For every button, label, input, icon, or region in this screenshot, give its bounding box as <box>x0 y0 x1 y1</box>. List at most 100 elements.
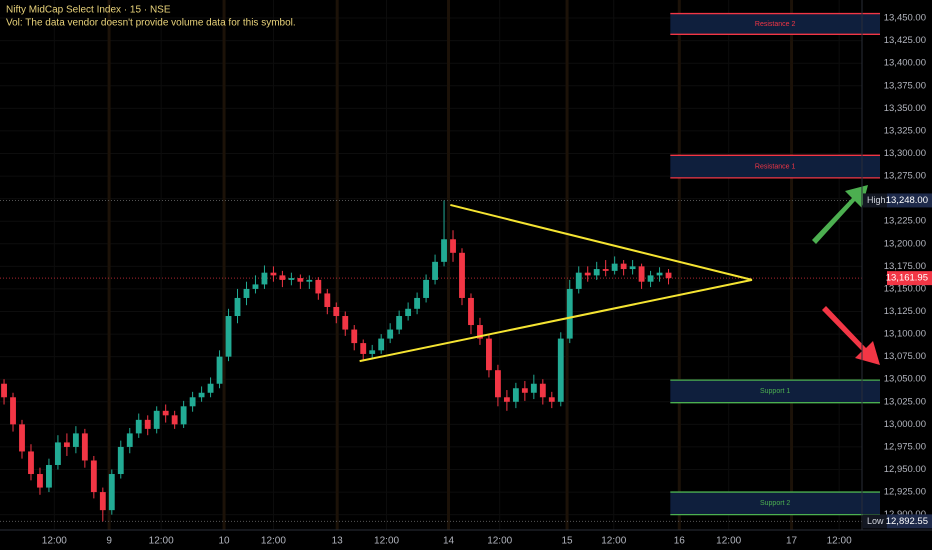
candle-body <box>432 261 438 280</box>
candle-body <box>342 316 349 330</box>
trendline <box>450 203 753 281</box>
y-tick-label: 13,225.00 <box>884 216 926 227</box>
candle-body <box>216 356 223 384</box>
candle-body <box>306 279 313 282</box>
candle-body <box>521 388 528 393</box>
x-tick-label: 14 <box>443 536 455 547</box>
x-tick-label: 12:00 <box>42 536 67 547</box>
candle-body <box>171 415 178 425</box>
candle-body <box>37 474 43 488</box>
x-tick-label: 16 <box>674 536 686 547</box>
candle-body <box>324 293 331 307</box>
down-arrow <box>822 306 880 365</box>
candle-body <box>486 338 492 371</box>
overlay <box>359 203 753 363</box>
y-tick-label: 13,150.00 <box>884 283 926 294</box>
candle-body <box>144 419 151 429</box>
y-tick-label: 13,450.00 <box>884 13 926 24</box>
low-label: Low <box>867 516 884 526</box>
candle-body <box>1 383 7 398</box>
candle-body <box>360 343 367 354</box>
y-tick-label: 13,200.00 <box>884 238 926 249</box>
candle-body <box>629 266 636 270</box>
candle-body <box>243 288 250 298</box>
high-tag <box>863 193 887 208</box>
candle-body <box>611 263 618 271</box>
candle-body <box>512 388 519 402</box>
candle-body <box>99 492 106 511</box>
candle-body <box>557 338 564 402</box>
candle-body <box>153 410 160 429</box>
candle-body <box>584 272 591 276</box>
candle-body <box>396 316 403 330</box>
candle-body <box>530 383 537 393</box>
low-badge <box>887 514 932 529</box>
candle-body <box>495 370 501 398</box>
y-tick-label: 13,050.00 <box>884 374 926 385</box>
candle-body <box>207 383 214 393</box>
y-tick-label: 13,025.00 <box>884 396 926 407</box>
chart-subtitle: Vol: The data vendor doesn't provide vol… <box>6 18 296 29</box>
candles <box>1 200 672 522</box>
x-tick-label: 12:00 <box>716 536 741 547</box>
y-tick-label: 12,925.00 <box>884 487 926 498</box>
candle-body <box>225 316 232 357</box>
candle-body <box>126 433 133 447</box>
last-price-value: 13,161.95 <box>886 273 928 284</box>
candle-body <box>180 406 187 425</box>
high-badge <box>887 193 932 208</box>
trendline <box>359 278 753 363</box>
y-tick-label: 13,300.00 <box>884 148 926 159</box>
y-tick-label: 13,275.00 <box>884 171 926 182</box>
candle-body <box>63 442 70 447</box>
candle-body <box>477 325 483 339</box>
zone-label: Support 1 <box>760 388 790 395</box>
candle-body <box>261 272 268 285</box>
y-tick-label: 13,125.00 <box>884 306 926 317</box>
x-tick-label: 12:00 <box>487 536 512 547</box>
zone-label: Resistance 2 <box>755 21 796 28</box>
y-tick-label: 12,975.00 <box>884 441 926 452</box>
x-tick-label: 12:00 <box>261 536 286 547</box>
zone <box>670 380 880 403</box>
candle-body <box>620 263 627 270</box>
candle-body <box>575 272 582 289</box>
candle-body <box>279 275 286 280</box>
x-tick-label: 10 <box>218 536 230 547</box>
candle-body <box>548 397 555 402</box>
candle-body <box>28 451 34 475</box>
candle-body <box>297 278 304 282</box>
y-tick-label: 13,400.00 <box>884 58 926 69</box>
high-label: High <box>867 195 886 205</box>
candle-body <box>566 288 573 339</box>
candle-body <box>414 297 421 309</box>
y-tick-label: 13,325.00 <box>884 125 926 136</box>
low-value: 12,892.55 <box>886 516 928 527</box>
candle-body <box>459 252 465 298</box>
x-tick-label: 15 <box>561 536 573 547</box>
low-tag <box>863 514 887 529</box>
candle-body <box>234 297 241 317</box>
candle-body <box>423 279 429 298</box>
candle-body <box>602 269 609 271</box>
x-tick-label: 12:00 <box>601 536 626 547</box>
x-tick-label: 13 <box>332 536 344 547</box>
y-tick-label: 13,100.00 <box>884 329 926 340</box>
candle-body <box>19 424 25 452</box>
y-tick-label: 13,375.00 <box>884 80 926 91</box>
candle-body <box>90 460 97 493</box>
candle-body <box>450 239 456 253</box>
candle-body <box>468 297 474 326</box>
y-tick-label: 13,425.00 <box>884 35 926 46</box>
x-tick-label: 17 <box>786 536 798 547</box>
zone <box>670 13 880 35</box>
candle-body <box>198 392 205 398</box>
chart-title: Nifty MidCap Select Index · 15 · NSE <box>6 5 171 16</box>
candle-body <box>387 329 394 339</box>
y-tick-label: 12,950.00 <box>884 464 926 475</box>
x-tick-label: 12:00 <box>827 536 852 547</box>
y-tick-label: 13,000.00 <box>884 419 926 430</box>
candle-body <box>55 442 61 465</box>
